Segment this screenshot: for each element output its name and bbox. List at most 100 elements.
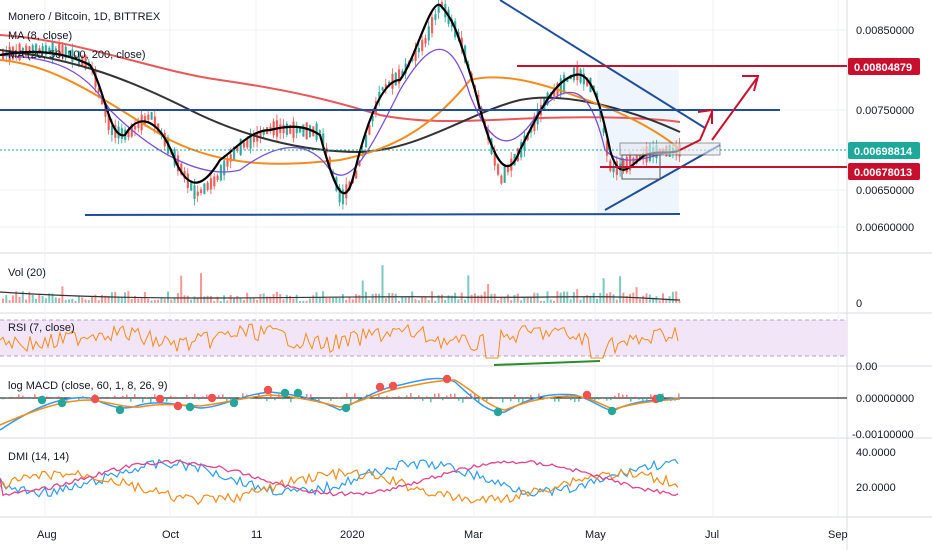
candle-body <box>572 67 576 81</box>
candle-body <box>233 146 236 160</box>
macd-histogram-bar <box>282 398 284 400</box>
volume-bar <box>414 298 417 303</box>
macd-histogram-bar <box>122 395 124 398</box>
candle-body <box>625 156 628 173</box>
macd-histogram-bar <box>562 397 564 398</box>
macd-histogram-bar <box>58 396 60 398</box>
candle-body <box>612 166 615 173</box>
volume-bar <box>341 294 344 303</box>
candle-body <box>315 123 318 140</box>
volume-bar <box>150 300 153 303</box>
forecast-arrow-long <box>711 77 758 141</box>
macd-histogram-bar <box>350 398 352 403</box>
candle-body <box>196 191 199 196</box>
rsi-pane: RSI (7, close) 0.00 <box>0 319 877 373</box>
volume-bar <box>332 297 334 303</box>
candle-body <box>378 91 381 101</box>
vol-tick: 0 <box>856 298 862 310</box>
volume-bar <box>572 292 575 303</box>
candle-body <box>579 69 582 83</box>
volume-bar <box>94 294 97 303</box>
candle-body <box>381 87 384 91</box>
volume-bar <box>206 295 209 303</box>
macd-cross-dot <box>493 407 503 417</box>
volume-bar <box>180 275 183 303</box>
volume-bar <box>582 296 585 303</box>
candle-body <box>219 165 222 181</box>
time-label-jul: Jul <box>705 529 719 541</box>
candle-body <box>602 128 605 133</box>
candle-body <box>411 57 414 61</box>
dmi-pane: DMI (14, 14) 40.0000 20.0000 <box>0 447 896 506</box>
volume-bar <box>157 299 160 303</box>
macd-histogram-bar <box>434 393 436 398</box>
volume-bar <box>81 297 84 303</box>
macd-histogram-bar <box>334 397 336 398</box>
macd-histogram-bar <box>398 396 400 398</box>
macd-cross-dot <box>442 374 452 384</box>
candle-body <box>431 17 434 34</box>
macd-histogram-bar <box>642 398 644 401</box>
candle-body <box>440 2 444 8</box>
volume-bar <box>404 297 407 303</box>
macd-histogram-bar <box>450 393 452 398</box>
time-axis[interactable]: Aug Oct 11 2020 Mar May Jul Sep <box>37 529 848 541</box>
macd-histogram-bar <box>478 398 480 403</box>
volume-bar <box>503 296 506 303</box>
volume-bar <box>533 292 536 303</box>
candle-body <box>176 155 180 172</box>
macd-histogram-bar <box>194 393 196 398</box>
volume-bar <box>665 299 668 303</box>
price-tick-4: 0.00600000 <box>856 222 914 234</box>
price-axis[interactable]: 0.00850000 0.00750000 0.00650000 0.00600… <box>848 25 920 234</box>
volume-bar <box>252 298 255 303</box>
forecast-arrow-head-1 <box>697 108 713 124</box>
volume-bar <box>328 297 331 303</box>
candle-body <box>48 47 51 53</box>
volume-bar <box>437 295 440 303</box>
macd-histogram-bar <box>330 398 332 401</box>
candle-body <box>97 87 100 93</box>
macd-histogram-bar <box>574 398 576 403</box>
volume-bar <box>345 299 348 303</box>
volume-bar <box>318 297 321 303</box>
macd-signal-line <box>0 379 681 426</box>
volume-bar <box>41 296 44 303</box>
volume-bar <box>576 289 579 303</box>
volume-bar <box>292 298 295 303</box>
volume-bar <box>18 296 21 303</box>
candle-body <box>35 43 38 57</box>
volume-bar <box>371 293 374 303</box>
candle-body <box>101 97 104 105</box>
macd-histogram-bar <box>174 396 176 398</box>
macd-histogram-bar <box>514 394 516 398</box>
volume-bar <box>460 292 463 303</box>
volume-bar <box>134 295 136 303</box>
candle-body <box>31 45 34 55</box>
volume-bar <box>269 296 272 303</box>
candle-body <box>269 126 272 131</box>
macd-histogram-bar <box>422 398 424 401</box>
volume-bar <box>596 298 598 303</box>
candle-body <box>147 114 150 120</box>
volume-bar <box>25 299 28 303</box>
volume-bar <box>302 300 305 303</box>
vol-label: Vol (20) <box>8 267 46 279</box>
macd-cross-dot <box>607 406 617 416</box>
forecast-arrow-short <box>679 111 713 151</box>
candle-body <box>563 74 566 92</box>
volume-bar <box>213 300 216 303</box>
candle-body <box>28 46 31 55</box>
macd-histogram <box>2 393 680 403</box>
macd-cross-markers <box>37 374 665 417</box>
volume-bar <box>615 299 618 303</box>
candle-body <box>252 135 255 143</box>
volume-bar <box>391 292 394 303</box>
candle-body <box>64 46 67 58</box>
macd-histogram-bar <box>266 398 268 402</box>
candle-body <box>365 135 368 147</box>
volume-bar <box>295 294 298 303</box>
macd-histogram-bar <box>510 398 512 402</box>
